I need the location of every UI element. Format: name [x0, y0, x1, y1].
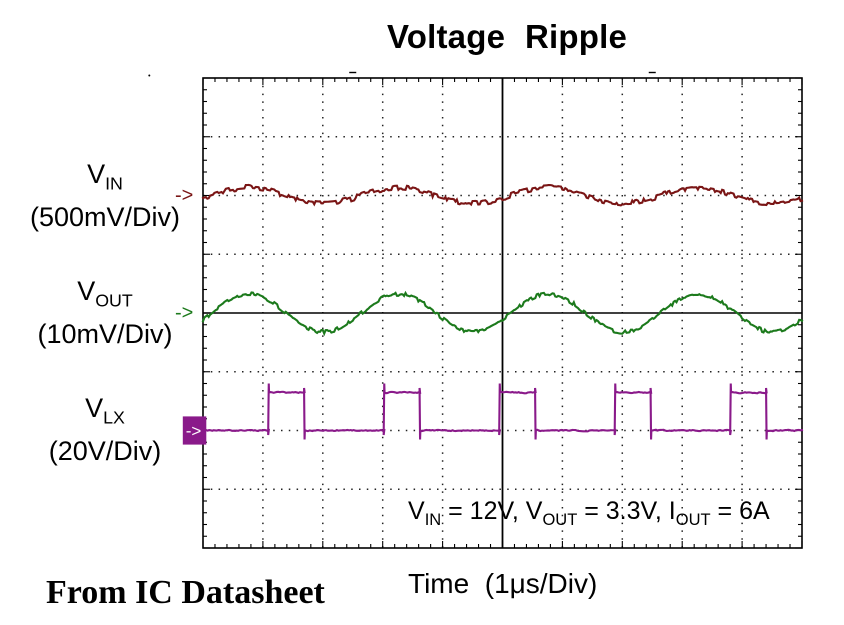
svg-text:Ripple: Ripple [525, 18, 627, 55]
svg-text:Voltage: Voltage [387, 18, 505, 55]
